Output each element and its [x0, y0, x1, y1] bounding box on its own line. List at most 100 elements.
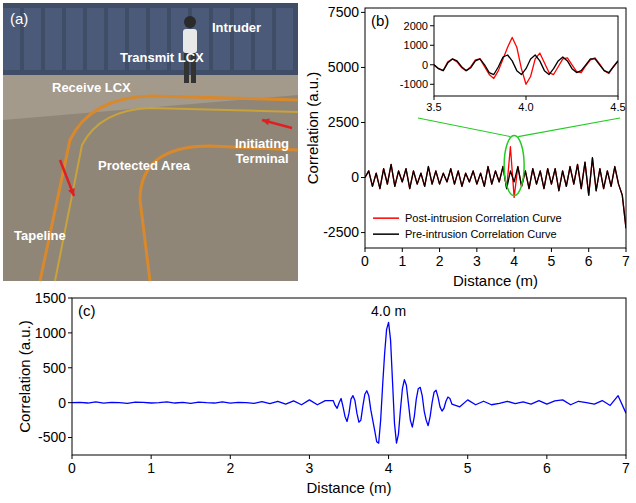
x-tick-label: 7: [622, 460, 630, 476]
y-tick: [68, 332, 72, 333]
photo-absorber: [255, 8, 272, 70]
y-tick: [68, 402, 72, 403]
x-tick: [365, 248, 366, 252]
photo-arrow: [262, 118, 270, 125]
figure: Intruder Transmit LCX Receive LCX Protected…: [0, 0, 636, 503]
y-tick: [361, 232, 365, 233]
x-tick-label: 3: [473, 253, 481, 269]
y-tick-label: 500: [43, 360, 67, 376]
chart: 01234567-500050010001500Distance (m)Corr…: [16, 290, 630, 496]
x-tick: [151, 455, 152, 459]
legend: Post-intrusion Correlation Curve Pre-intr…: [373, 212, 562, 240]
y-tick-label: -1000: [400, 78, 428, 90]
y-tick-label: 1000: [404, 39, 428, 51]
photo-label: Receive LCX: [52, 80, 131, 95]
y-tick: [430, 25, 434, 26]
photo-label-line: Initiating: [235, 136, 289, 151]
plot-frame: [434, 16, 618, 96]
photo-label: Tapeline: [14, 228, 66, 243]
x-tick: [618, 96, 619, 100]
photo-absorber: [66, 8, 83, 70]
y-axis-title: Correlation (a.u.): [304, 72, 321, 185]
x-tick: [514, 248, 515, 252]
y-tick: [430, 45, 434, 46]
y-tick: [430, 64, 434, 65]
series-line: [72, 322, 626, 443]
photo-arrow: [60, 160, 74, 196]
photo-absorber: [45, 8, 62, 70]
x-tick: [230, 455, 231, 459]
photo-absorber: [234, 8, 251, 70]
y-tick-label: 0: [351, 169, 359, 185]
zoom-connector: [418, 118, 510, 137]
photo-label: Transmit LCX: [120, 50, 204, 65]
x-tick-label: 5: [464, 460, 472, 476]
zoom-ellipse: [504, 136, 524, 196]
x-tick: [309, 455, 310, 459]
x-tick: [467, 455, 468, 459]
photo-absorber: [276, 8, 293, 70]
x-tick-label: 2: [226, 460, 234, 476]
x-tick: [546, 455, 547, 459]
x-tick: [526, 96, 527, 100]
y-axis-title: Correlation (a.u.): [16, 320, 33, 433]
y-tick: [68, 298, 72, 299]
plot-frame: [72, 298, 626, 455]
x-tick-label: 0: [68, 460, 76, 476]
legend-label: Post-intrusion Correlation Curve: [405, 212, 562, 224]
y-tick-label: 0: [58, 395, 66, 411]
y-tick: [361, 177, 365, 178]
y-tick: [361, 122, 365, 123]
x-tick-label: 3.5: [426, 101, 441, 113]
x-tick-label: 4.5: [610, 101, 625, 113]
x-tick-label: 4: [510, 253, 518, 269]
x-tick: [388, 455, 389, 459]
photo-person: [184, 16, 196, 28]
x-axis-title: Distance (m): [453, 272, 538, 289]
x-tick: [439, 248, 440, 252]
x-tick-label: 1: [398, 253, 406, 269]
photo-label: InitiatingTerminal: [235, 136, 289, 166]
y-tick-label: -2500: [323, 224, 359, 240]
x-tick-label: 3: [306, 460, 314, 476]
panel-label: (c): [78, 302, 96, 319]
legend-label: Pre-intrusion Correlation Curve: [405, 228, 557, 240]
x-tick: [72, 455, 73, 459]
plot-background: [434, 16, 618, 96]
y-tick-label: 7500: [328, 4, 359, 20]
y-tick-label: 5000: [328, 59, 359, 75]
x-tick: [588, 248, 589, 252]
photo-arrow: [68, 188, 74, 196]
y-tick: [361, 67, 365, 68]
y-tick: [68, 437, 72, 438]
plot-frame: [365, 8, 626, 248]
x-tick: [551, 248, 552, 252]
photo-label: Intruder: [212, 20, 261, 35]
x-tick-label: 5: [548, 253, 556, 269]
photo-label: Protected Area: [98, 158, 191, 173]
y-tick: [361, 12, 365, 13]
x-tick-label: 1: [147, 460, 155, 476]
photo-label-line: Terminal: [235, 151, 288, 166]
series-group: [434, 37, 618, 84]
chart: 3.54.04.5-1000010002000: [400, 16, 626, 113]
series-group: [365, 147, 626, 228]
x-tick: [626, 248, 627, 252]
series-group: [72, 322, 626, 443]
x-tick-label: 7: [622, 253, 630, 269]
chart: 01234567-25000250050007500Distance (m)Co…: [304, 4, 630, 289]
series-line: [365, 158, 626, 228]
photo-absorber: [87, 8, 104, 70]
panel-label: (b): [371, 12, 389, 29]
photo-wall: [3, 3, 298, 75]
photo-tapeline: [55, 108, 298, 281]
x-tick: [476, 248, 477, 252]
y-tick-label: 2500: [328, 114, 359, 130]
photo-cable: [40, 96, 298, 281]
y-tick: [68, 367, 72, 368]
photo-absorber: [213, 8, 230, 70]
x-tick-label: 2: [436, 253, 444, 269]
series-line: [434, 37, 618, 84]
x-axis-title: Distance (m): [306, 479, 391, 496]
x-tick: [626, 455, 627, 459]
